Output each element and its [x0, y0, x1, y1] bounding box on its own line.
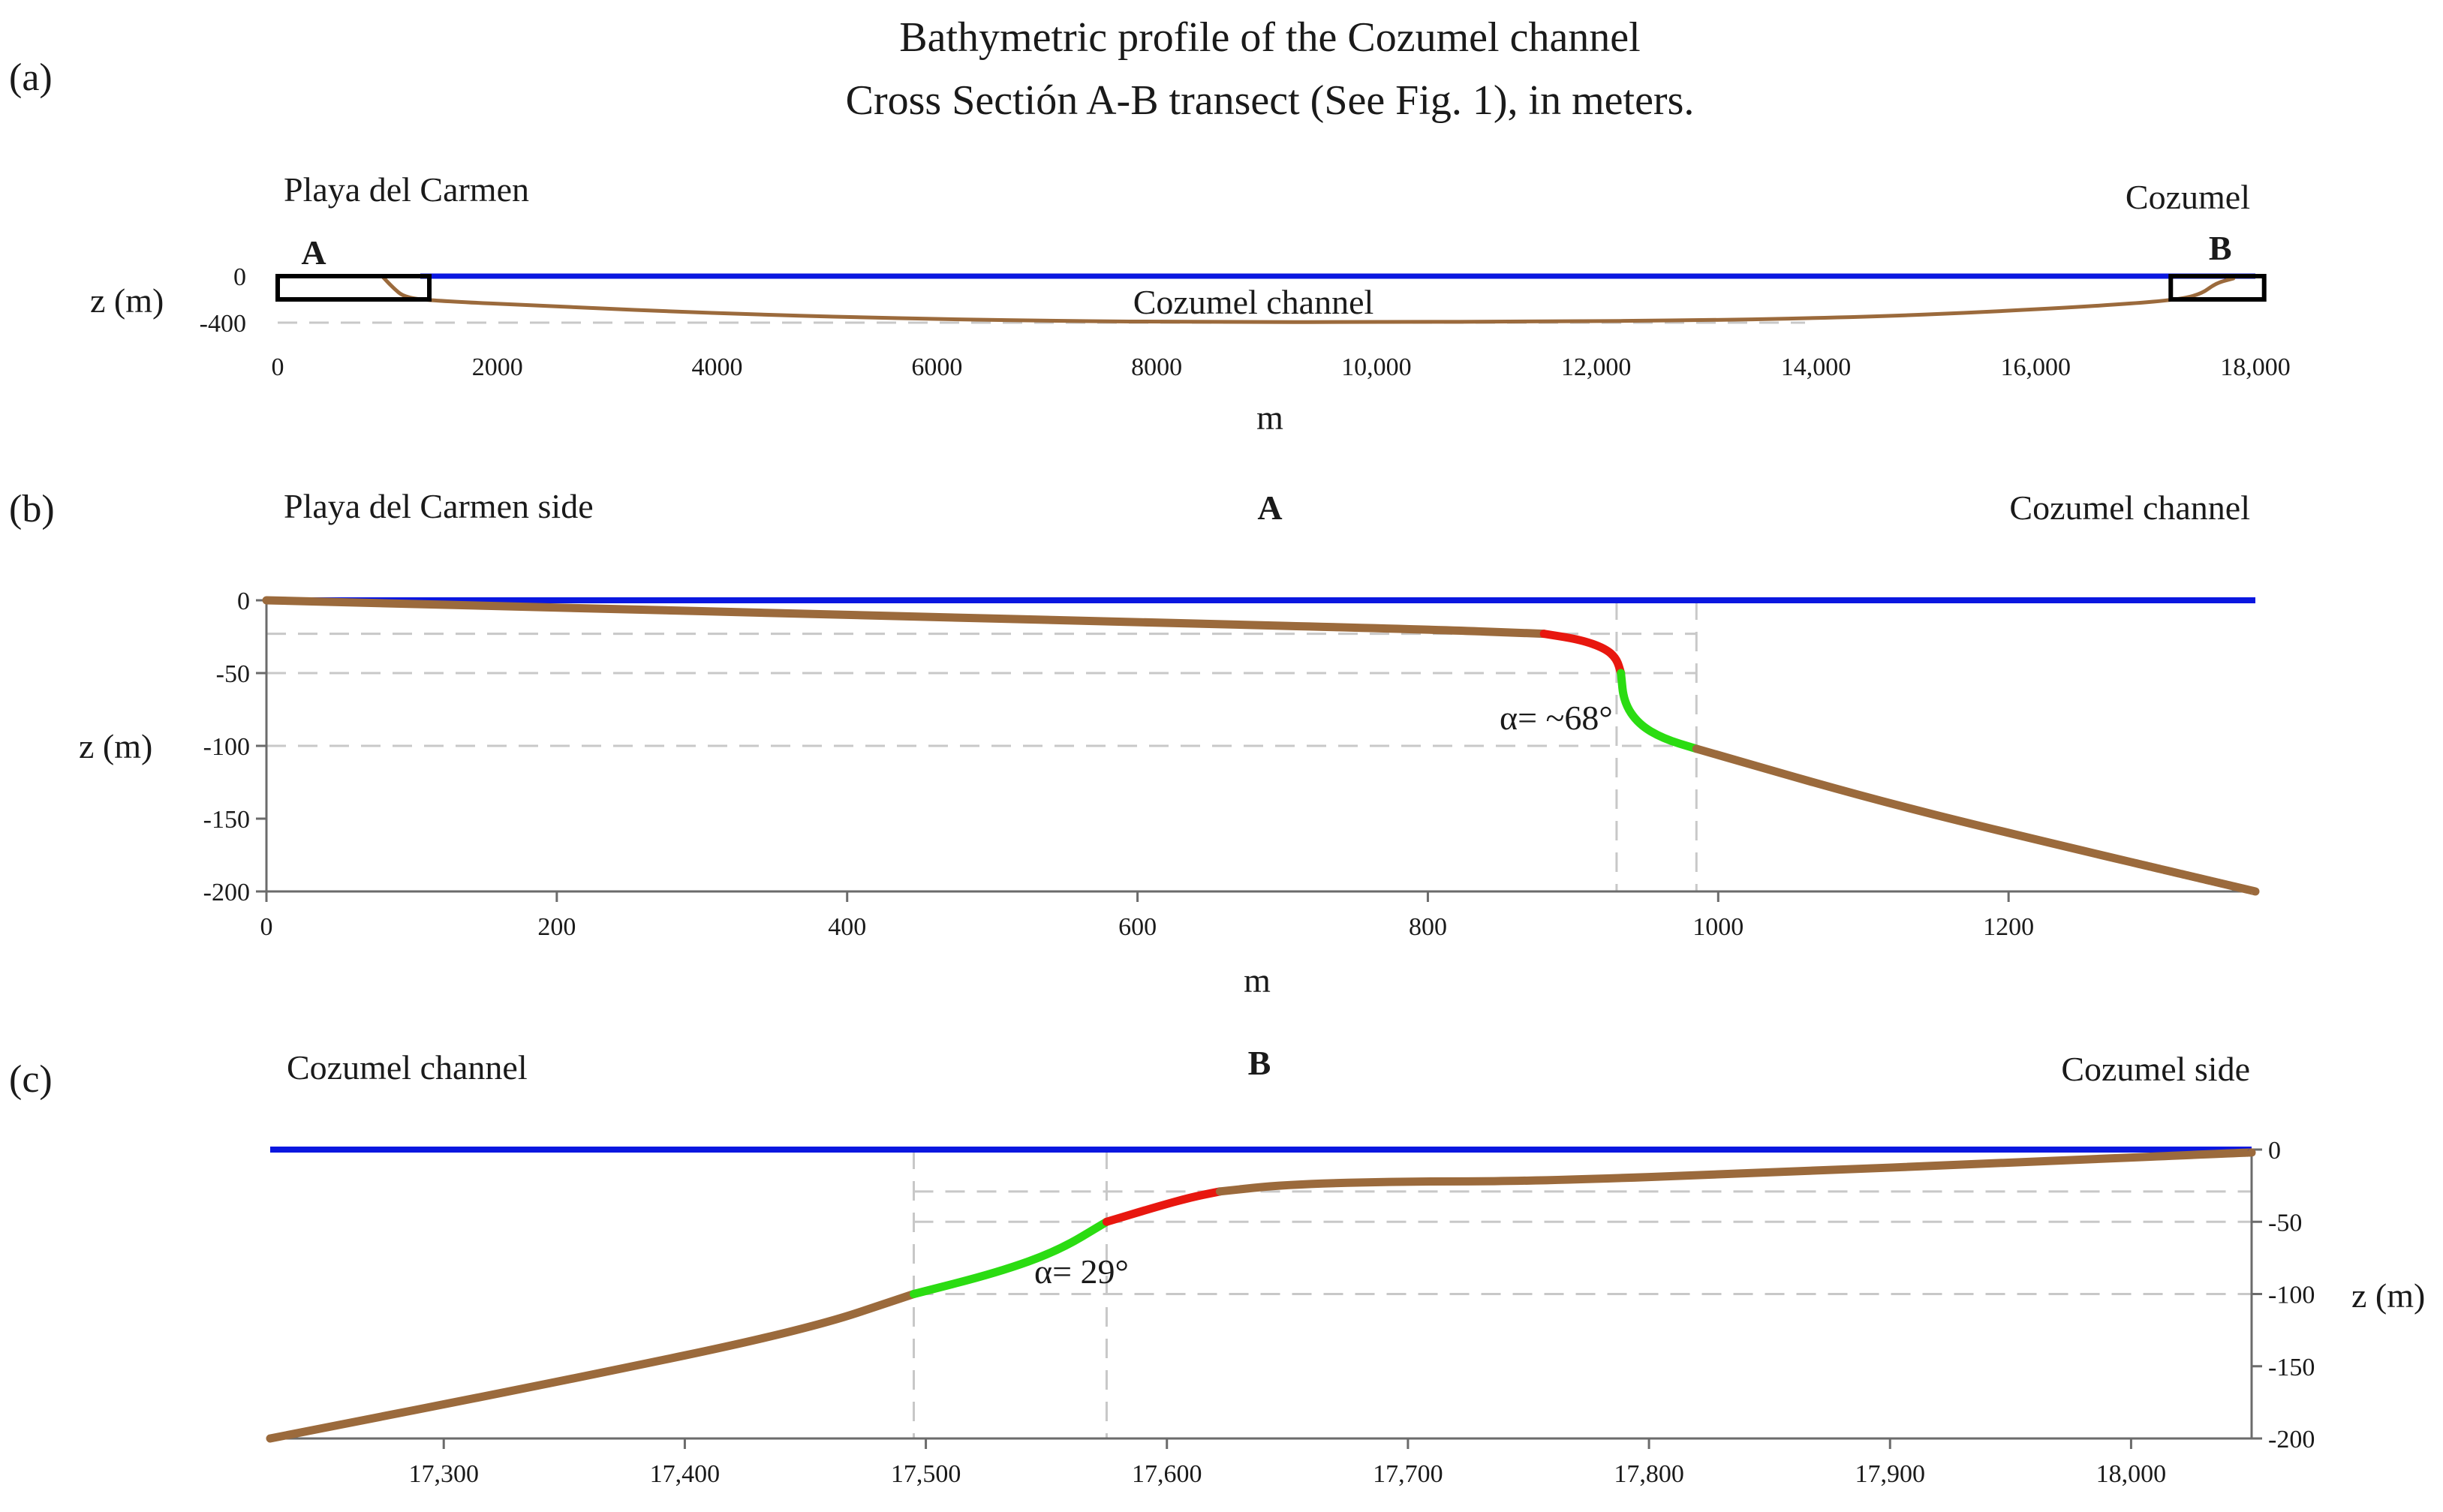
series-c-escarpment: [910, 1217, 1111, 1298]
x-tick-label-a-6: 12,000: [1561, 353, 1632, 381]
x-tick-label-a-1: 2000: [472, 353, 523, 381]
x-tick-label-b-3: 600: [1118, 913, 1157, 941]
y-tick-label-b-2: -100: [203, 733, 250, 761]
series-b-slope: [1692, 744, 2260, 896]
panel-b: (b) Playa del Carmen side Cozumel channel A…: [9, 487, 2260, 999]
x-tick-label-b-2: 400: [828, 913, 866, 941]
y-tick-label-a-1: -400: [200, 310, 246, 338]
marker-B: B: [2209, 229, 2232, 267]
panel-label-a: (a): [9, 56, 53, 99]
y-tick-label-a-0: 0: [233, 263, 246, 291]
x-tick-label-a-9: 18,000: [2220, 353, 2291, 381]
angle-annotation-b: α= ~68°: [1500, 699, 1613, 737]
y-tick-label-b-0: 0: [237, 588, 250, 615]
x-tick-label-a-2: 4000: [692, 353, 743, 381]
series-b-break-upper: [1539, 630, 1626, 678]
series-c-break-upper: [1102, 1187, 1224, 1226]
y-axis-label-c: z (m): [2351, 1276, 2425, 1315]
box-A: [275, 274, 432, 302]
series-c-slope: [266, 1290, 919, 1443]
figure-title-line1: Bathymetric profile of the Cozumel chann…: [899, 14, 1640, 61]
y-tick-label-c-3: -150: [2268, 1354, 2315, 1381]
x-tick-label-a-8: 16,000: [2000, 353, 2071, 381]
x-tick-label-a-3: 6000: [911, 353, 962, 381]
y-tick-label-c-2: -100: [2268, 1282, 2315, 1309]
y-tick-label-b-3: -150: [203, 806, 250, 834]
right-label-c: Cozumel side: [2061, 1050, 2250, 1088]
x-tick-label-b-1: 200: [537, 913, 576, 941]
left-label-a: Playa del Carmen: [284, 170, 529, 209]
x-tick-label-a-0: 0: [272, 353, 284, 381]
x-tick-label-b-0: 0: [260, 913, 273, 941]
x-tick-label-b-4: 800: [1409, 913, 1447, 941]
series-b-shelf: [262, 596, 1548, 639]
y-tick-label-c-1: -50: [2268, 1209, 2302, 1237]
right-label-b: Cozumel channel: [2009, 488, 2250, 527]
x-tick-label-c-1: 17,400: [650, 1460, 721, 1488]
panel-a: (a) Playa del Carmen Cozumel 0 -400 0 2000 4000…: [9, 56, 2291, 437]
x-tick-label-c-7: 18,000: [2096, 1460, 2167, 1488]
x-tick-label-a-7: 14,000: [1781, 353, 1852, 381]
x-axis-label-b: m: [1244, 961, 1271, 999]
left-label-c: Cozumel channel: [287, 1048, 528, 1087]
series-c-shelf: [1215, 1148, 2256, 1196]
series-b-escarpment: [1617, 669, 1701, 753]
x-tick-label-c-5: 17,800: [1614, 1460, 1684, 1488]
panel-c: (c) Cozumel channel Cozumel side B 0 -50 -100 -…: [9, 1044, 2425, 1488]
x-tick-label-a-5: 10,000: [1341, 353, 1412, 381]
y-tick-label-c-0: 0: [2268, 1137, 2281, 1165]
x-tick-label-b-6: 1200: [1983, 913, 2034, 941]
panel-label-c: (c): [9, 1058, 53, 1101]
center-annotation-a: Cozumel channel: [1133, 283, 1374, 321]
angle-annotation-c: α= 29°: [1034, 1252, 1129, 1291]
x-tick-label-c-2: 17,500: [891, 1460, 961, 1488]
figure-title-line2: Cross Sectión A-B transect (See Fig. 1),…: [846, 77, 1695, 124]
x-axis-label-a: m: [1256, 398, 1283, 437]
series-a-seabed: [380, 274, 2236, 324]
y-axis-label-a: z (m): [90, 281, 164, 320]
x-tick-label-b-5: 1000: [1692, 913, 1743, 941]
box-B: [2168, 274, 2267, 302]
panel-label-b: (b): [9, 488, 55, 531]
y-axis-label-b: z (m): [79, 727, 152, 765]
x-tick-label-c-6: 17,900: [1855, 1460, 1925, 1488]
marker-A: A: [301, 233, 326, 272]
right-label-a: Cozumel: [2126, 178, 2250, 216]
center-label-c: B: [1248, 1044, 1271, 1082]
x-tick-label-c-3: 17,600: [1132, 1460, 1202, 1488]
x-tick-label-c-4: 17,700: [1373, 1460, 1443, 1488]
x-tick-label-a-4: 8000: [1131, 353, 1182, 381]
y-tick-label-b-1: -50: [216, 660, 250, 688]
y-tick-label-b-4: -200: [203, 879, 250, 906]
center-label-b: A: [1257, 488, 1282, 527]
y-tick-label-c-4: -200: [2268, 1426, 2315, 1453]
left-label-b: Playa del Carmen side: [284, 487, 594, 525]
x-tick-label-c-0: 17,300: [408, 1460, 479, 1488]
